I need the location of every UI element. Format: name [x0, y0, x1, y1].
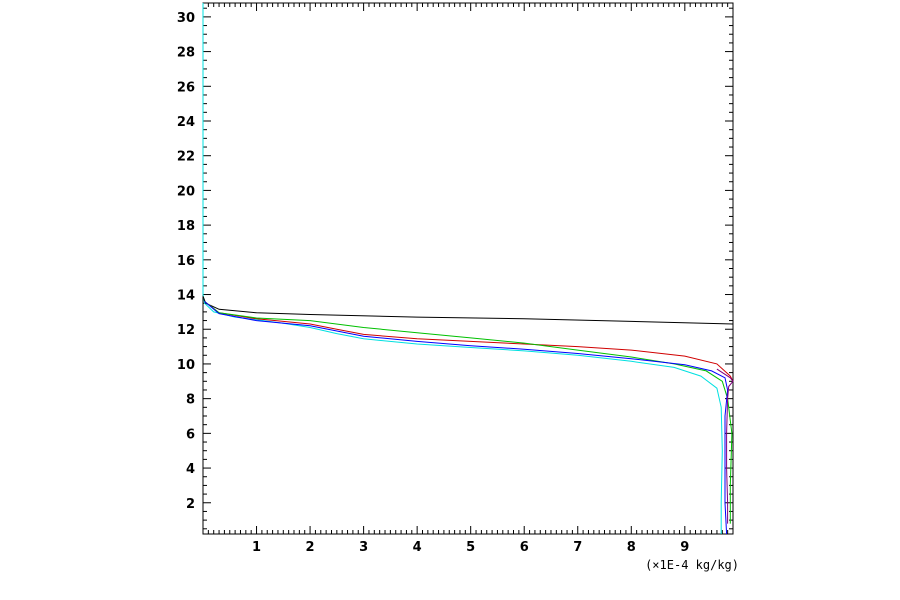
y-tick-label: 26	[177, 80, 195, 95]
y-tick-label: 12	[177, 323, 195, 338]
x-tick-label: 1	[252, 540, 261, 555]
y-tick-label: 2	[186, 497, 195, 512]
series-line-4	[204, 301, 733, 524]
y-tick-label: 6	[186, 427, 195, 442]
y-tick-label: 14	[177, 289, 195, 304]
x-tick-label: 4	[413, 540, 422, 555]
y-tick-label: 20	[177, 184, 195, 199]
series-layer	[202, 3, 734, 535]
x-tick-label: 2	[306, 540, 315, 555]
y-tick-label: 22	[177, 150, 195, 165]
y-tick-label: 28	[177, 46, 195, 61]
plot-frame	[202, 2, 734, 535]
series-line-1	[202, 3, 723, 534]
y-tick-label: 18	[177, 219, 195, 234]
ticks	[203, 3, 733, 534]
y-tick-label: 8	[186, 393, 195, 408]
x-tick-label: 9	[680, 540, 689, 555]
x-tick-label: 7	[573, 540, 582, 555]
series-line-5	[204, 301, 729, 535]
x-axis-unit-label: (×1E-4 kg/kg)	[645, 558, 739, 572]
y-tick-label: 16	[177, 254, 195, 269]
y-tick-label: 30	[177, 11, 195, 26]
x-tick-label: 8	[627, 540, 636, 555]
y-tick-label: 10	[177, 358, 195, 373]
series-line-3	[204, 301, 734, 382]
x-tick-label: 6	[520, 540, 529, 555]
x-tick-label: 3	[359, 540, 368, 555]
y-tick-label: 4	[186, 462, 195, 477]
series-line-6	[716, 368, 734, 524]
y-tick-label: 24	[177, 115, 195, 130]
x-tick-label: 5	[466, 540, 475, 555]
